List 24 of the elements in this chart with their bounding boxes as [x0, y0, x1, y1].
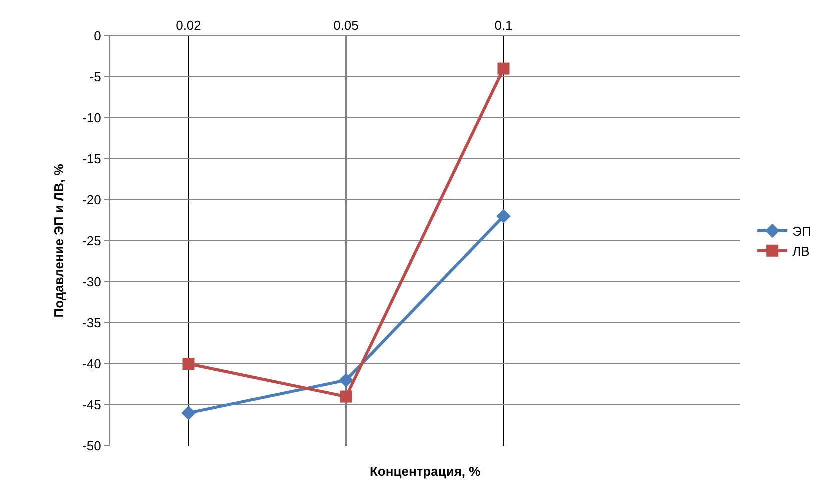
x-tick-label: 0.05	[334, 18, 359, 33]
x-tick-label: 0.02	[176, 18, 202, 33]
point	[182, 406, 196, 420]
point	[182, 358, 195, 370]
y-tick-label: -45	[82, 398, 102, 413]
y-tick-label: -30	[82, 274, 102, 290]
y-tick-label: -35	[82, 316, 102, 331]
y-tick-label: -50	[82, 438, 102, 454]
y-tick-label: -5	[90, 70, 102, 85]
point	[496, 209, 511, 224]
point	[339, 373, 354, 388]
y-tick-label: -15	[82, 152, 102, 167]
y-tick-label: -40	[82, 356, 102, 372]
y-tick-label: -20	[82, 192, 102, 208]
point	[498, 62, 510, 75]
point	[340, 390, 352, 403]
y-tick-label: 0	[94, 28, 102, 44]
x-tick-label: 0.1	[494, 18, 513, 33]
legend-label: ЭП	[792, 224, 812, 240]
y-tick-label: -10	[82, 110, 102, 126]
legend-label: ЛВ	[792, 244, 810, 259]
y-axis-title: Подавление ЭП и ЛВ, %	[52, 164, 67, 318]
x-axis-title: Концентрация, %	[370, 464, 482, 479]
y-tick-label: -25	[82, 234, 102, 249]
